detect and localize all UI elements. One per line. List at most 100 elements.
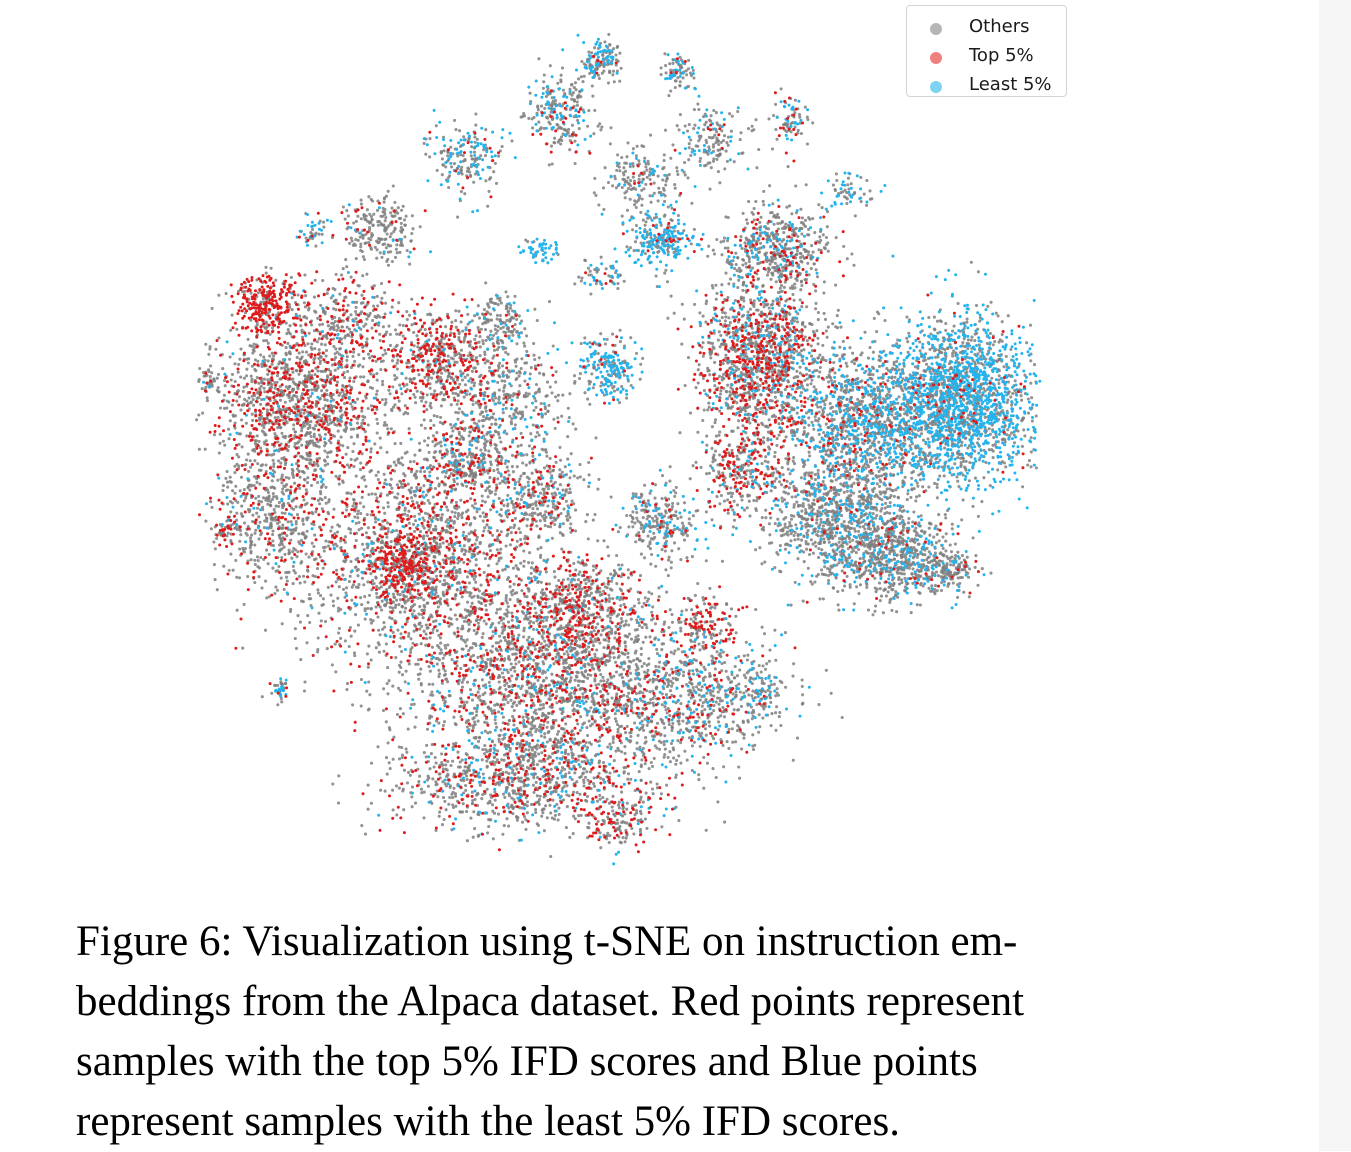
point-others xyxy=(545,618,549,622)
point-others xyxy=(700,685,704,689)
point-others xyxy=(288,399,292,403)
point-others xyxy=(309,394,313,398)
point-others xyxy=(432,423,436,427)
point-others xyxy=(555,584,559,588)
point-others xyxy=(384,351,388,356)
point-others xyxy=(374,473,378,477)
point-others xyxy=(416,662,420,666)
point-others xyxy=(481,793,485,797)
point-others xyxy=(498,733,502,737)
point-others xyxy=(459,666,463,671)
point-others xyxy=(620,619,624,623)
point-others xyxy=(489,508,493,512)
point-others xyxy=(300,408,304,412)
point-others xyxy=(406,482,410,486)
point-others xyxy=(434,574,439,578)
point-others xyxy=(298,475,302,479)
point-others xyxy=(650,764,655,768)
point-others xyxy=(330,363,335,367)
point-others xyxy=(657,665,661,669)
point-others xyxy=(318,397,322,401)
point-others xyxy=(600,592,604,596)
point-others xyxy=(443,696,447,700)
point-others xyxy=(431,465,436,469)
point-others xyxy=(480,635,484,639)
point-others xyxy=(411,641,415,645)
point-others xyxy=(614,624,618,628)
point-others xyxy=(352,427,356,431)
point-others xyxy=(265,519,269,523)
point-others xyxy=(339,408,343,412)
point-others xyxy=(565,784,569,788)
point-others xyxy=(253,358,257,362)
point-others xyxy=(323,432,328,436)
point-others xyxy=(397,745,401,749)
point-others xyxy=(620,790,624,794)
point-others xyxy=(565,793,569,797)
point-others xyxy=(520,589,524,593)
point-others xyxy=(660,642,664,646)
point-others xyxy=(488,476,492,480)
point-others xyxy=(335,380,340,384)
point-others xyxy=(266,341,270,345)
point-others xyxy=(667,625,671,630)
point-others xyxy=(293,627,297,631)
point-others xyxy=(226,502,230,506)
point-others xyxy=(257,396,261,400)
point-others xyxy=(443,643,447,648)
point-others xyxy=(422,790,426,794)
point-others xyxy=(435,601,439,605)
point-others xyxy=(405,620,409,624)
point-others xyxy=(386,505,390,509)
point-others xyxy=(337,524,342,528)
point-others xyxy=(620,563,624,567)
point-others xyxy=(441,795,446,800)
point-others xyxy=(407,662,411,666)
point-others xyxy=(539,590,543,595)
point-others xyxy=(450,510,454,514)
point-others xyxy=(221,439,225,443)
point-others xyxy=(545,781,549,785)
point-others xyxy=(323,620,328,624)
point-others xyxy=(334,474,338,478)
point-others xyxy=(588,594,592,598)
point-others xyxy=(543,732,547,736)
point-others xyxy=(476,655,480,659)
point-others xyxy=(507,743,511,747)
point-others xyxy=(582,721,586,725)
point-others xyxy=(540,751,544,755)
point-others xyxy=(577,630,581,634)
point-others xyxy=(548,632,552,636)
point-others xyxy=(316,588,320,592)
point-others xyxy=(619,604,623,608)
point-others xyxy=(462,544,466,548)
point-others xyxy=(241,389,245,393)
point-others xyxy=(463,765,467,769)
point-others xyxy=(587,485,591,489)
point-others xyxy=(307,370,311,374)
point-others xyxy=(674,773,678,777)
point-others xyxy=(235,575,239,579)
point-others xyxy=(731,740,735,744)
point-others xyxy=(310,388,314,392)
point-others xyxy=(531,759,536,763)
point-others xyxy=(438,597,443,601)
point-others xyxy=(601,675,605,679)
point-others xyxy=(643,762,647,766)
point-others xyxy=(398,461,403,465)
point-others xyxy=(522,549,526,553)
point-others xyxy=(255,376,259,380)
point-others xyxy=(323,404,327,408)
point-others xyxy=(427,682,431,686)
point-others xyxy=(475,618,479,622)
point-others xyxy=(683,749,687,753)
point-others xyxy=(607,726,611,730)
point-others xyxy=(403,610,407,614)
point-others xyxy=(316,636,320,640)
point-others xyxy=(260,586,264,590)
point-others xyxy=(402,595,406,599)
point-others xyxy=(489,649,493,653)
point-others xyxy=(409,637,413,641)
point-others xyxy=(326,375,330,379)
point-others xyxy=(350,405,354,409)
